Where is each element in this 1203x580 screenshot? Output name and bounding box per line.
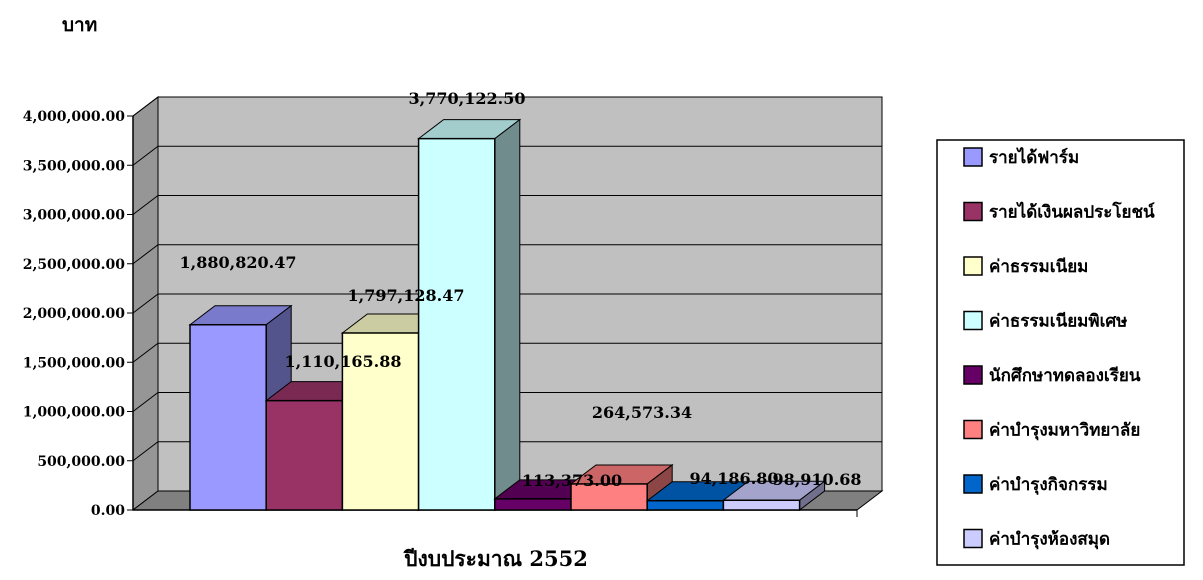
gridline — [132, 195, 882, 215]
bars — [188, 118, 827, 512]
gridline — [132, 145, 882, 166]
gridlines — [132, 96, 882, 462]
legend-swatch — [963, 419, 983, 440]
legend-label: นักศึกษาทดลองเรียน — [989, 365, 1141, 386]
legend-item: รายได้ฟาร์ม — [963, 147, 1079, 168]
y-tick-label: 3,000,000.00 — [23, 208, 126, 224]
legend-label: ค่าบำรุงมหาวิทยาลัย — [989, 421, 1140, 441]
legend-label: ค่าบำรุงกิจกรรม — [989, 475, 1108, 495]
legend-swatch — [963, 365, 983, 385]
legend-label: รายได้ฟาร์ม — [989, 147, 1079, 168]
legend-label: ค่าบำรุงห้องสมุด — [989, 530, 1110, 550]
x-axis-title: ปีงบประมาณ 2552 — [402, 546, 587, 571]
bar-front — [494, 498, 572, 511]
legend-swatch — [963, 201, 983, 222]
y-axis-title: บาท — [62, 14, 97, 36]
y-tick-label: 500,000.00 — [37, 454, 125, 470]
legend-item: ค่าบำรุงห้องสมุด — [963, 528, 1110, 550]
y-tick-label: 3,500,000.00 — [23, 158, 126, 174]
gridline — [132, 392, 882, 412]
bar-front — [646, 499, 725, 511]
data-label: 264,573.34 — [592, 403, 692, 422]
gridline — [132, 96, 882, 117]
data-label: 113,373.00 — [522, 471, 622, 490]
y-tick-label: 0.00 — [91, 503, 125, 519]
bar — [569, 463, 674, 512]
legend-label: ค่าธรรมเนียมพิเศษ — [989, 311, 1127, 332]
data-label: 98,910.68 — [772, 470, 861, 489]
legend-item: รายได้เงินผลประโยชน์ — [963, 201, 1155, 223]
legend-swatch — [963, 528, 983, 549]
bar — [417, 118, 522, 512]
legend-label: ค่าธรรมเนียม — [989, 256, 1088, 277]
legend-item: ค่าบำรุงกิจกรรม — [963, 474, 1108, 495]
gridline — [132, 293, 882, 314]
gridline — [132, 244, 882, 265]
data-label: 3,770,122.50 — [409, 89, 526, 108]
data-labels: 1,880,820.47 1,110,165.88 1,797,128.47 3,77… — [180, 89, 862, 490]
data-label: 1,110,165.88 — [285, 352, 402, 371]
y-tick-label: 1,500,000.00 — [23, 355, 126, 371]
legend-swatch — [963, 474, 983, 494]
bar-front — [265, 399, 344, 511]
data-label: 1,797,128.47 — [348, 286, 465, 305]
bar-front — [722, 499, 801, 511]
bar-front — [417, 137, 496, 511]
legend-swatch — [963, 310, 983, 331]
y-tick-label: 2,000,000.00 — [23, 306, 126, 322]
y-tick-label: 4,000,000.00 — [23, 109, 126, 125]
legend-swatch — [963, 147, 983, 167]
data-label: 94,186.80 — [689, 469, 778, 488]
legend: รายได้ฟาร์มรายได้เงินผลประโยชน์ค่าธรรมเน… — [936, 139, 1185, 566]
legend-label: รายได้เงินผลประโยชน์ — [989, 202, 1155, 223]
bar-side — [494, 118, 521, 512]
bar-front — [341, 332, 420, 511]
legend-item: ค่าบำรุงมหาวิทยาลัย — [963, 419, 1140, 441]
y-axis: 0.00 500,000.00 1,000,000.00 1,500,000.00 2,… — [23, 109, 858, 519]
legend-item: นักศึกษาทดลองเรียน — [963, 365, 1141, 386]
gridline — [132, 342, 882, 363]
bar — [721, 480, 827, 512]
legend-swatch — [963, 256, 983, 276]
data-label: 1,880,820.47 — [180, 253, 297, 272]
bar-front — [189, 323, 267, 511]
gridline — [132, 441, 882, 462]
bar-front — [570, 483, 648, 511]
legend-item: ค่าธรรมเนียม — [963, 256, 1088, 277]
y-tick-label: 1,000,000.00 — [23, 405, 126, 421]
legend-item: ค่าธรรมเนียมพิเศษ — [963, 310, 1127, 332]
y-tick-label: 2,500,000.00 — [23, 257, 126, 273]
